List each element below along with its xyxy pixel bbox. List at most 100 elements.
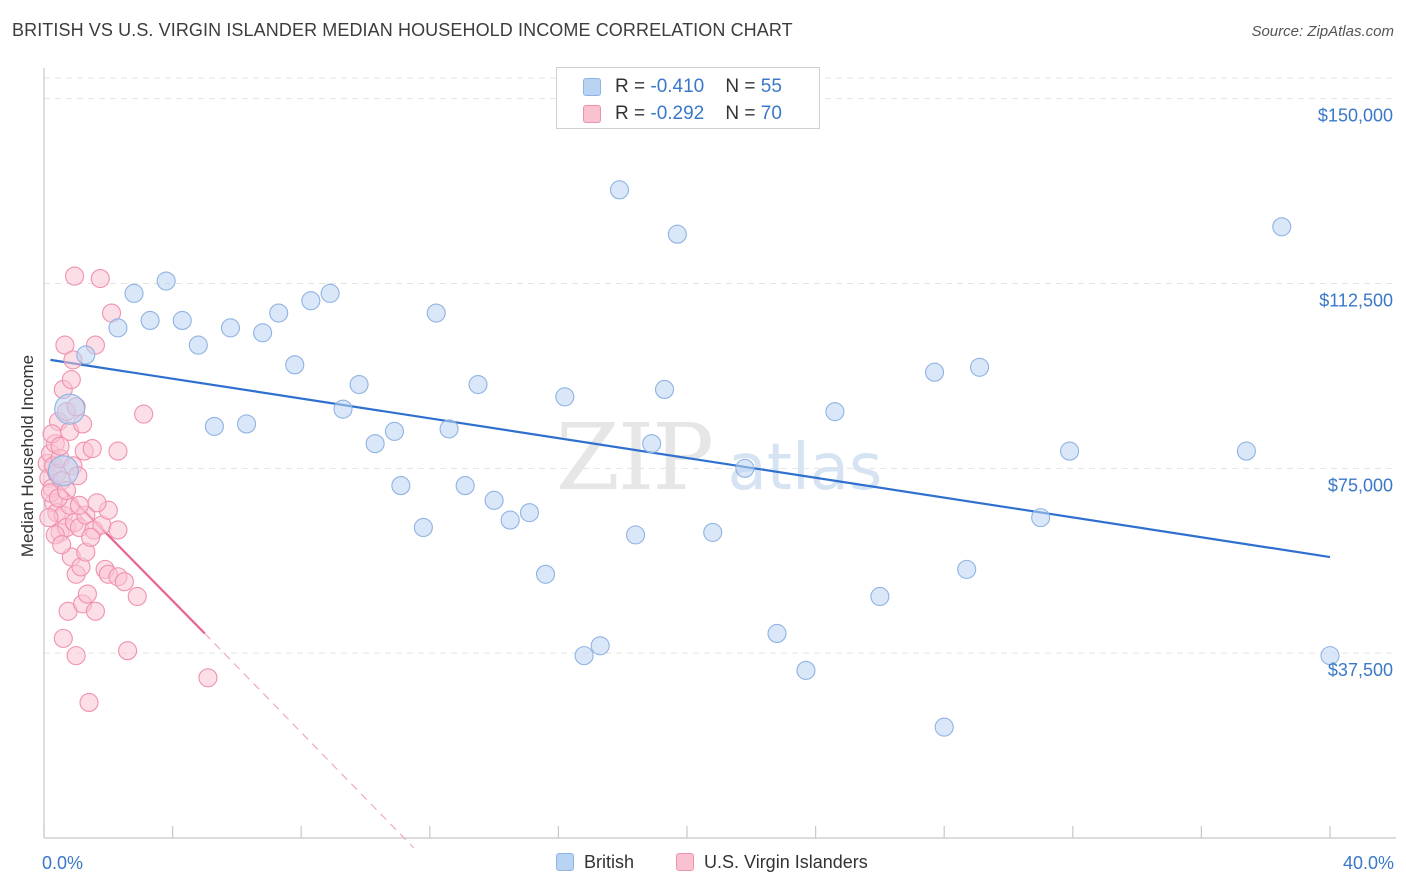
legend-virgin-label: U.S. Virgin Islanders xyxy=(704,852,868,872)
virgin-point-63 xyxy=(69,495,89,515)
series-legend: British U.S. Virgin Islanders xyxy=(0,852,1406,878)
british-point-16 xyxy=(320,283,340,303)
legend-british-label: British xyxy=(584,852,635,872)
legend-row-virgin: R = -0.292 N = 70 xyxy=(557,101,819,127)
virgin-point-53 xyxy=(118,641,138,661)
virgin-point-65 xyxy=(81,527,101,547)
british-point-37 xyxy=(654,379,675,400)
legend-virgin-swatch xyxy=(676,853,694,871)
virgin-point-55 xyxy=(134,404,154,424)
british-point-15 xyxy=(301,291,321,311)
british-point-4 xyxy=(124,283,144,303)
british-point-26 xyxy=(468,374,488,395)
virgin-stats: R = -0.292 N = 70 xyxy=(615,103,782,124)
virgin-point-62 xyxy=(61,370,81,390)
virgin-point-49 xyxy=(108,441,128,461)
legend-item-british: British xyxy=(556,852,634,873)
y-tick-label-0: $37,500 xyxy=(1328,660,1393,680)
british-swatch xyxy=(583,78,601,96)
virgin-point-43 xyxy=(90,269,110,289)
virgin-point-33 xyxy=(64,266,85,286)
british-point-53 xyxy=(1320,646,1340,666)
british-point-7 xyxy=(172,310,192,331)
british-point-27 xyxy=(484,490,504,510)
british-point-47 xyxy=(957,559,977,579)
data-points xyxy=(37,180,1340,737)
british-stats: R = -0.410 N = 55 xyxy=(615,76,782,97)
british-point-21 xyxy=(391,476,411,496)
british-point-49 xyxy=(1031,508,1051,528)
watermark: ZIP atlas xyxy=(556,404,882,511)
british-point-33 xyxy=(590,636,610,656)
virgin-point-56 xyxy=(198,668,218,688)
british-point-17 xyxy=(333,399,353,419)
british-point-35 xyxy=(626,525,646,545)
british-point-31 xyxy=(555,387,575,407)
british-point-10 xyxy=(220,318,241,338)
british-point-9 xyxy=(204,416,224,436)
british-point-25 xyxy=(455,476,475,496)
british-point-32 xyxy=(574,646,594,666)
virgin-point-60 xyxy=(52,535,72,555)
correlation-legend: R = -0.410 N = 55 R = -0.292 N = 70 xyxy=(556,67,820,129)
british-point-41 xyxy=(767,623,787,643)
virgin-point-54 xyxy=(127,586,147,607)
legend-british-swatch xyxy=(556,853,574,871)
virgin-point-16 xyxy=(55,335,75,355)
british-point-20 xyxy=(384,421,404,441)
virgin-point-15 xyxy=(53,628,73,648)
british-point-43 xyxy=(825,402,845,422)
british-point-6 xyxy=(156,271,176,291)
y-tick-labels: $37,500 $75,000 $112,500 $150,000 xyxy=(1318,106,1393,681)
virgin-point-37 xyxy=(77,584,97,604)
british-point-38 xyxy=(667,224,687,244)
british-point-39 xyxy=(703,522,723,542)
y-tick-label-2: $112,500 xyxy=(1319,290,1393,310)
british-point-48 xyxy=(970,357,990,377)
british-point-36 xyxy=(642,434,662,454)
axes xyxy=(43,68,1396,839)
virgin-point-52 xyxy=(114,572,134,592)
british-point-2 xyxy=(76,345,96,365)
british-point-19 xyxy=(365,434,385,454)
british-point-52 xyxy=(1272,217,1292,237)
virgin-point-68 xyxy=(87,493,107,513)
british-point-30 xyxy=(535,564,556,584)
legend-item-virgin: U.S. Virgin Islanders xyxy=(676,852,868,873)
source-label: Source: ZipAtlas.com xyxy=(1251,23,1394,40)
british-point-51 xyxy=(1236,441,1256,461)
british-point-13 xyxy=(269,303,289,323)
legend-row-british: R = -0.410 N = 55 xyxy=(557,74,819,100)
british-point-44 xyxy=(870,586,890,607)
virgin-point-28 xyxy=(66,646,86,666)
british-point-22 xyxy=(413,517,433,538)
virgin-point-39 xyxy=(82,439,102,459)
british-point-5 xyxy=(140,310,160,331)
x-axis-min-label: 0.0% xyxy=(42,853,84,873)
y-tick-label-1: $75,000 xyxy=(1328,475,1393,495)
british-point-29 xyxy=(519,503,540,523)
british-point-28 xyxy=(500,510,520,530)
y-tick-label-3: $150,000 xyxy=(1318,106,1393,126)
virgin-point-50 xyxy=(108,520,128,540)
british-point-50 xyxy=(1060,441,1080,461)
x-axis-max-label: 40.0% xyxy=(1342,853,1394,873)
british-point-14 xyxy=(285,355,305,375)
british-point-11 xyxy=(236,414,257,434)
british-point-1 xyxy=(47,455,79,487)
virgin-point-67 xyxy=(50,436,70,456)
virgin-trend-extension xyxy=(204,633,415,849)
virgin-point-41 xyxy=(85,601,105,621)
british-point-18 xyxy=(349,374,369,395)
british-point-45 xyxy=(925,362,945,382)
virgin-swatch xyxy=(583,105,601,123)
chart-title: BRITISH VS U.S. VIRGIN ISLANDER MEDIAN H… xyxy=(12,20,793,40)
british-point-8 xyxy=(188,335,208,355)
british-point-12 xyxy=(253,323,273,343)
british-point-23 xyxy=(426,303,446,323)
virgin-point-69 xyxy=(39,508,59,528)
virgin-point-38 xyxy=(79,692,99,713)
british-trend-line xyxy=(50,358,1331,559)
british-point-0 xyxy=(54,393,86,425)
